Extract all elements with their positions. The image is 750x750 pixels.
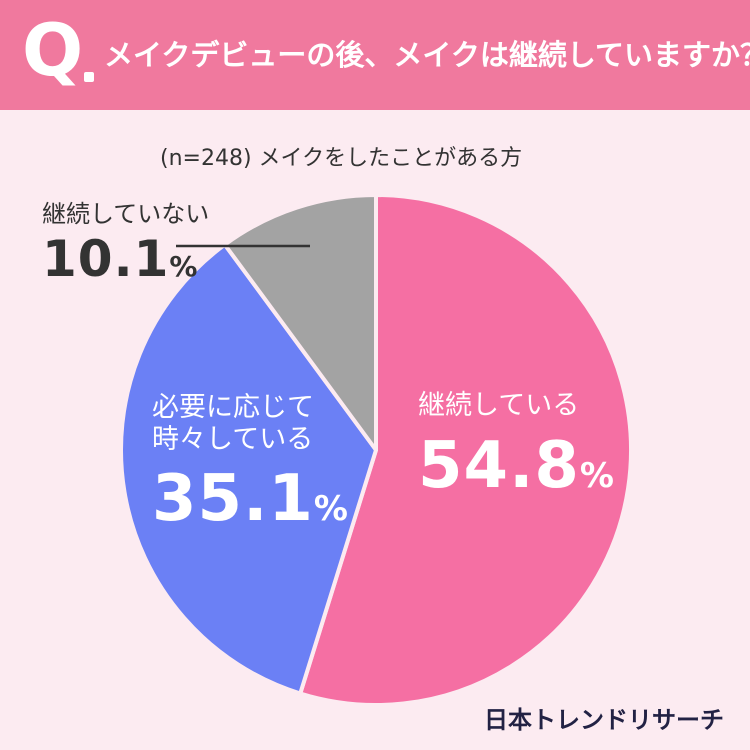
- label-not-continuing-value-row: 10.1%: [42, 229, 209, 289]
- brand-logo-text: 日本トレンドリサーチ: [484, 706, 724, 734]
- label-continuing-value-row: 54.8%: [418, 428, 614, 505]
- label-not-continuing-value: 10.1: [42, 229, 170, 288]
- label-sometimes-percent: %: [313, 488, 348, 529]
- label-sometimes-value: 35.1: [152, 461, 314, 536]
- label-continuing: 継続している 54.8%: [418, 390, 614, 505]
- label-not-continuing: 継続していない 10.1%: [42, 200, 209, 289]
- question-header: Q メイクデビューの後、メイクは継続していますか？: [0, 0, 750, 110]
- label-sometimes-value-row: 35.1%: [152, 461, 348, 538]
- slice-sometimes: [119, 242, 378, 696]
- slice-not-continuing: [222, 193, 378, 452]
- sample-note: (n=248) メイクをしたことがある方: [160, 146, 523, 171]
- label-continuing-text: 継続している: [418, 390, 580, 421]
- label-not-continuing-text: 継続していない: [42, 200, 210, 228]
- q-letter: Q: [22, 8, 84, 92]
- label-sometimes-text-2: 時々している: [152, 424, 314, 456]
- slice-continuing: [298, 193, 633, 707]
- label-continuing-value: 54.8: [418, 429, 580, 504]
- question-text: メイクデビューの後、メイクは継続していますか？: [104, 38, 750, 72]
- q-dot: [84, 72, 94, 82]
- label-sometimes: 必要に応じて 時々している 35.1%: [152, 392, 348, 538]
- label-continuing-percent: %: [579, 456, 614, 497]
- label-sometimes-text-1: 必要に応じて: [152, 392, 314, 423]
- label-not-continuing-percent: %: [169, 249, 198, 283]
